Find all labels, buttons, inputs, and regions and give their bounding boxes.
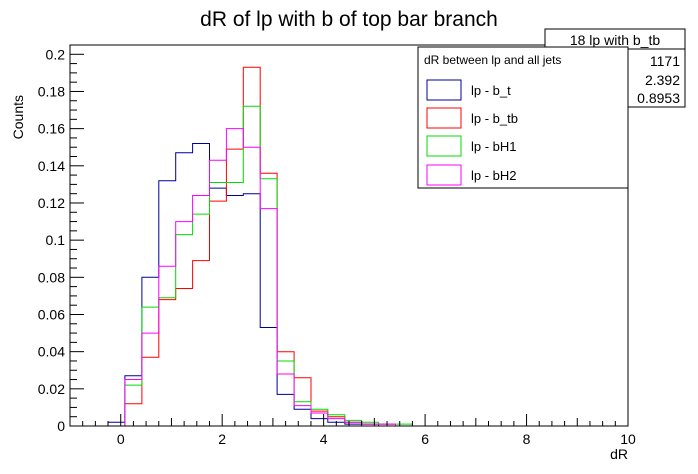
- x-tick-label: 0: [117, 431, 125, 447]
- chart-title: dR of lp with b of top bar branch: [200, 8, 498, 31]
- y-axis: 0 0.02 0.04 0.06 0.08 0.1 0.12 0.14 0.16 0.18 0.2: [38, 44, 84, 434]
- y-tick-label: 0.16: [38, 121, 65, 137]
- y-tick-label: 0.2: [46, 46, 66, 62]
- x-tick-label: 2: [218, 431, 226, 447]
- legend: dR between lp and all jets lp - b_tlp - …: [417, 46, 629, 189]
- stats-name: 18 lp with b_tb: [570, 32, 660, 48]
- histogram-series-group: [70, 66, 628, 427]
- x-tick-label: 8: [523, 431, 531, 447]
- y-tick-label: 0.18: [38, 83, 65, 99]
- legend-label-1: lp - b_t: [471, 83, 511, 98]
- stats-mean-value: 2.392: [645, 72, 680, 88]
- y-tick-label: 0.02: [38, 381, 65, 397]
- x-tick-label: 4: [320, 431, 328, 447]
- stats-entries-value: 1171: [650, 53, 680, 69]
- legend-label-3: lp - bH1: [471, 139, 517, 154]
- legend-swatch-1: [426, 79, 462, 101]
- y-tick-label: 0.06: [38, 306, 65, 322]
- x-axis-label: dR: [610, 446, 628, 462]
- y-tick-label: 0: [57, 418, 65, 434]
- x-tick-label: 6: [421, 431, 429, 447]
- y-tick-label: 0.1: [46, 232, 66, 248]
- y-tick-label: 0.14: [38, 158, 65, 174]
- x-axis: 0 2 4 6 8 10: [69, 414, 636, 447]
- legend-swatch-4: [426, 164, 462, 186]
- legend-header: dR between lp and all jets: [424, 53, 561, 67]
- histogram-series-1: [70, 143, 628, 427]
- legend-frame: [417, 46, 629, 189]
- y-axis-label: Counts: [10, 95, 26, 139]
- legend-swatch-2: [426, 107, 462, 129]
- legend-label-4: lp - bH2: [471, 168, 517, 183]
- legend-label-2: lp - b_tb: [471, 111, 518, 126]
- y-tick-label: 0.08: [38, 269, 65, 285]
- x-tick-label: 10: [620, 431, 636, 447]
- legend-swatch-3: [426, 135, 462, 157]
- y-tick-label: 0.12: [38, 195, 65, 211]
- stats-rms-value: 0.8953: [637, 90, 680, 106]
- y-tick-label: 0.04: [38, 344, 65, 360]
